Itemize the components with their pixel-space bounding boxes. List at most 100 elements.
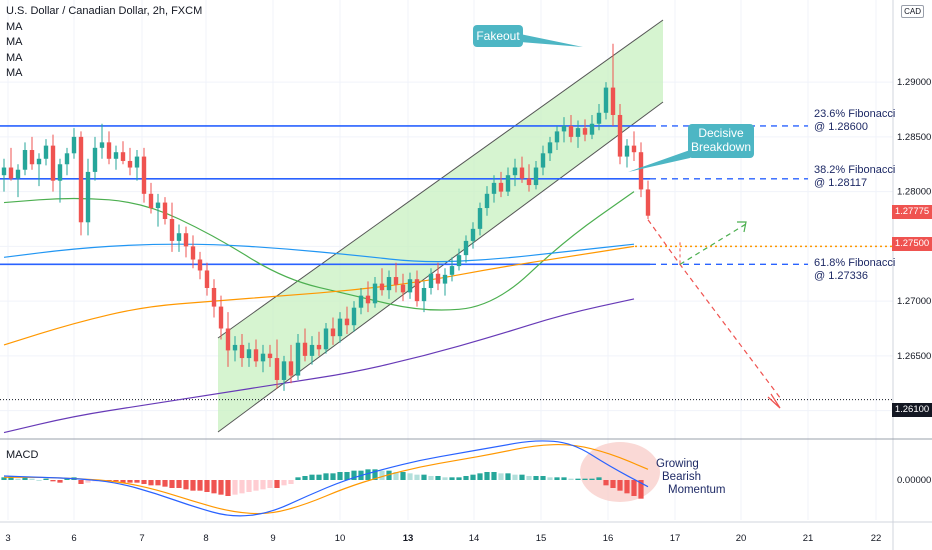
candle [99, 123, 105, 159]
bearish-arrowhead [767, 393, 781, 409]
candle [610, 43, 616, 126]
candle-body [316, 344, 322, 350]
chart-legend: U.S. Dollar / Canadian Dollar, 2h, FXCM … [6, 4, 202, 82]
macd-histogram-bar [281, 480, 287, 486]
indicator-ma-3[interactable]: MA [6, 51, 23, 64]
candle [435, 262, 441, 291]
candle [15, 164, 21, 198]
candle [127, 147, 133, 176]
macd-histogram-bar [127, 480, 133, 483]
candle [365, 281, 371, 313]
fib-382-label: 38.2% Fibonacci @ 1.28117 [814, 164, 895, 190]
macd-histogram-bar [78, 480, 84, 484]
candle-body [274, 358, 280, 380]
currency-badge[interactable]: CAD [901, 5, 924, 18]
candle-body [197, 259, 203, 271]
macd-histogram-bar [505, 473, 511, 480]
candle [470, 222, 476, 249]
macd-histogram-bar [491, 472, 497, 480]
candle [638, 142, 644, 198]
candle-body [449, 266, 455, 275]
macd-histogram-bar [323, 473, 329, 480]
candle-body [351, 307, 357, 326]
macd-histogram-bar [568, 478, 574, 480]
ma-line [3, 191, 635, 311]
macd-histogram-bar [302, 476, 308, 480]
x-tick-label: 17 [670, 533, 681, 544]
x-tick-label: 3 [5, 533, 10, 544]
candle-body [8, 167, 14, 179]
candle [526, 164, 532, 192]
candle [400, 273, 406, 302]
macd-pane [1, 440, 660, 517]
candle [596, 104, 602, 131]
candle-body [239, 344, 245, 359]
macd-histogram-bar [435, 476, 441, 480]
macd-histogram-bar [631, 480, 637, 496]
candle [519, 156, 525, 183]
indicator-ma-4[interactable]: MA [6, 67, 23, 79]
candle-body [631, 145, 637, 153]
indicator-ma-2[interactable]: MA [6, 36, 23, 48]
candle-body [204, 270, 210, 288]
macd-histogram-bar [190, 480, 196, 491]
macd-histogram-bar [365, 469, 371, 480]
candle-body [477, 208, 483, 229]
candle-body [120, 152, 126, 161]
macd-histogram-bar [225, 480, 231, 496]
candle [477, 202, 483, 236]
candle [8, 147, 14, 181]
candle [267, 344, 273, 367]
candle [358, 287, 364, 315]
fib-236-value: @ 1.28600 [814, 121, 868, 133]
macd-histogram-bar [141, 480, 147, 484]
candle [253, 339, 259, 367]
macd-histogram-bar [470, 474, 476, 480]
candle [449, 257, 455, 282]
candle [50, 134, 56, 192]
candle [575, 120, 581, 148]
candle [379, 268, 385, 296]
candle-body [246, 349, 252, 359]
fakeout-callout: Fakeout [473, 25, 523, 47]
candle [155, 193, 161, 227]
macd-histogram-bar [260, 480, 266, 490]
candle-body [64, 153, 70, 165]
macd-histogram-bar [407, 473, 413, 480]
candle-body [323, 328, 329, 350]
candles [1, 43, 651, 391]
candle-body [379, 283, 385, 291]
macd-histogram-bar [211, 480, 217, 494]
macd-histogram-bar [344, 472, 350, 480]
candle [337, 312, 343, 343]
candle-body [596, 112, 602, 124]
current-price-tag: 1.27775 [892, 205, 932, 219]
candle-body [225, 328, 231, 351]
candle-body [638, 152, 644, 190]
x-tick-label: 21 [803, 533, 814, 544]
candle-body [106, 142, 112, 159]
fakeout-text: Fakeout [476, 29, 520, 43]
candle [57, 158, 63, 203]
candle-body [589, 123, 595, 135]
candle-body [218, 306, 224, 329]
macd-histogram-bar [148, 480, 154, 486]
breakdown-pointer [628, 150, 690, 172]
symbol-title[interactable]: U.S. Dollar / Canadian Dollar, 2h, FXCM [6, 5, 203, 17]
macd-histogram-bar [43, 478, 49, 480]
macd-histogram-bar [169, 480, 175, 488]
candle [29, 136, 35, 170]
candle [134, 150, 140, 181]
macd-histogram-bar [85, 480, 91, 483]
indicator-ma-1[interactable]: MA [6, 20, 23, 33]
candle-body [176, 233, 182, 241]
candle-body [337, 318, 343, 337]
candle-body [519, 167, 525, 179]
candle-body [15, 169, 21, 179]
macd-label[interactable]: MACD [6, 449, 39, 461]
macd-histogram-bar [155, 480, 161, 486]
candle-body [232, 344, 238, 351]
candle-body [302, 342, 308, 356]
candle [246, 342, 252, 367]
candle-body [561, 125, 567, 132]
